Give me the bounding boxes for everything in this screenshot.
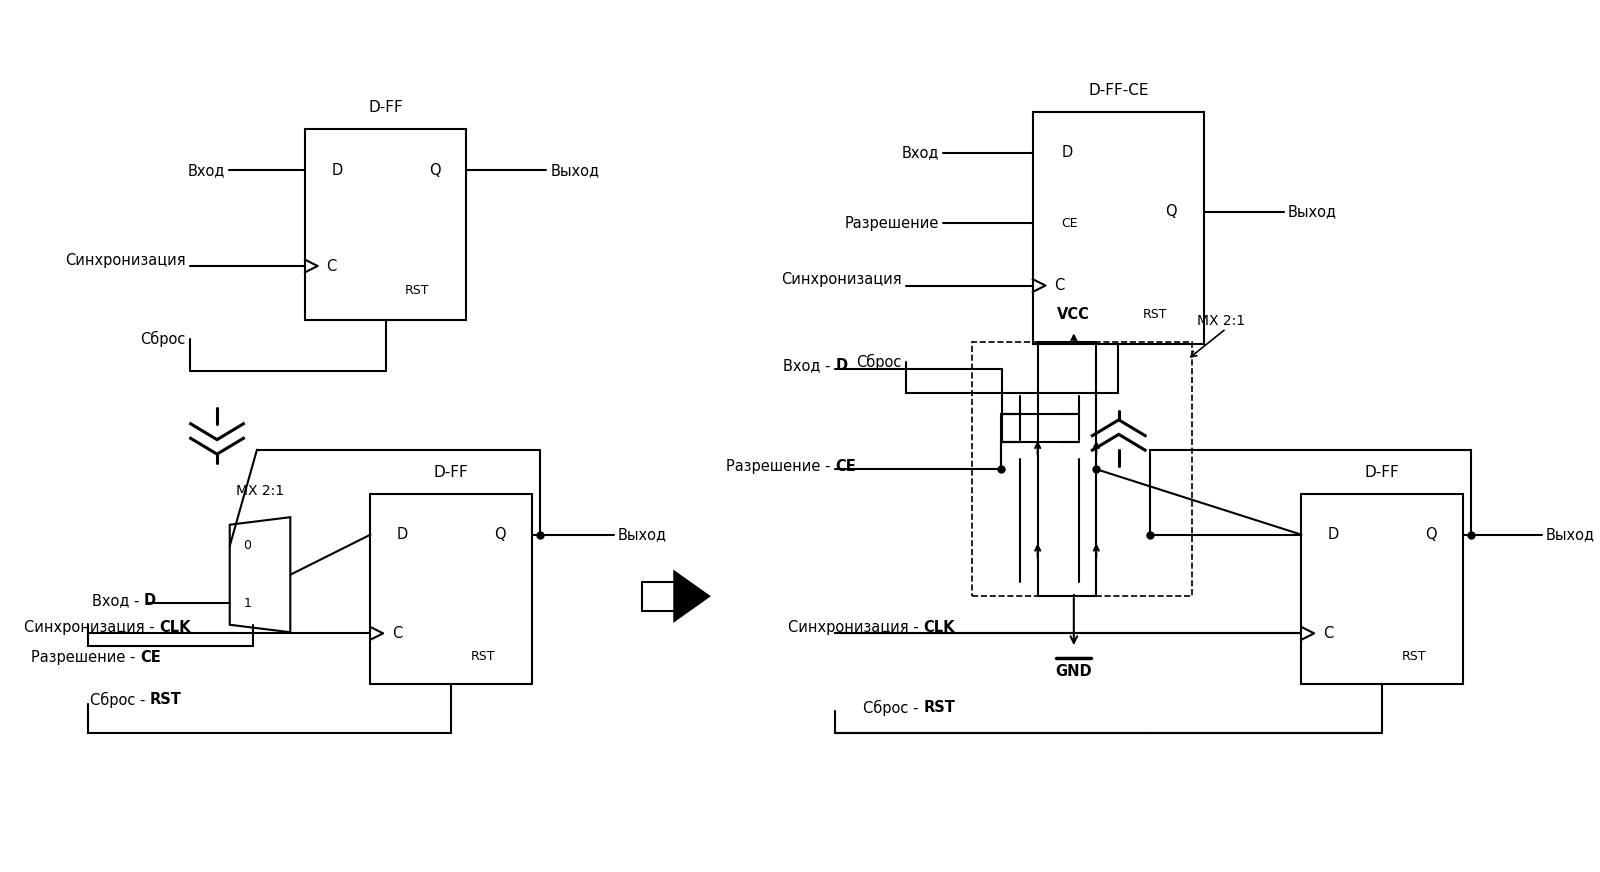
Text: RST: RST bbox=[1142, 309, 1166, 322]
Text: Разрешение: Разрешение bbox=[845, 215, 939, 231]
Text: Выход: Выход bbox=[1546, 528, 1595, 542]
Text: D: D bbox=[1328, 528, 1339, 542]
Text: Разрешение -: Разрешение - bbox=[30, 650, 139, 664]
Text: Q: Q bbox=[1426, 528, 1437, 542]
Text: Сброс -: Сброс - bbox=[864, 699, 923, 716]
Text: Выход: Выход bbox=[618, 528, 667, 542]
Text: D: D bbox=[1061, 145, 1072, 160]
Text: RST: RST bbox=[470, 651, 494, 664]
Text: 0: 0 bbox=[243, 540, 251, 553]
Text: Выход: Выход bbox=[550, 163, 598, 178]
Text: D: D bbox=[144, 593, 155, 608]
Text: CLK: CLK bbox=[923, 620, 955, 635]
Text: D: D bbox=[835, 358, 848, 373]
Text: Q: Q bbox=[429, 163, 440, 178]
Text: Синхронизация -: Синхронизация - bbox=[789, 620, 923, 635]
Text: Сброс -: Сброс - bbox=[90, 691, 150, 708]
Text: Вход -: Вход - bbox=[91, 593, 144, 608]
Text: C: C bbox=[326, 258, 336, 274]
Text: RST: RST bbox=[923, 700, 955, 715]
Text: D: D bbox=[397, 528, 408, 542]
Text: VCC: VCC bbox=[1058, 307, 1090, 323]
Text: GND: GND bbox=[1056, 664, 1093, 679]
Text: D: D bbox=[331, 163, 342, 178]
Text: Синхронизация: Синхронизация bbox=[781, 272, 902, 287]
Text: D-FF-CE: D-FF-CE bbox=[1088, 83, 1149, 98]
Text: C: C bbox=[1054, 278, 1064, 293]
Text: Выход: Выход bbox=[1288, 204, 1336, 219]
Text: Вход: Вход bbox=[187, 163, 226, 178]
Text: Сброс: Сброс bbox=[141, 331, 186, 347]
Text: D-FF: D-FF bbox=[368, 100, 403, 115]
Text: Сброс: Сброс bbox=[856, 354, 902, 370]
Text: C: C bbox=[1323, 626, 1333, 641]
Text: Синхронизация -: Синхронизация - bbox=[24, 620, 160, 635]
Text: Синхронизация: Синхронизация bbox=[66, 253, 186, 268]
Text: RST: RST bbox=[1402, 651, 1426, 664]
Text: CE: CE bbox=[1062, 217, 1078, 229]
Text: Q: Q bbox=[494, 528, 506, 542]
Text: Разрешение -: Разрешение - bbox=[726, 459, 835, 473]
Text: Q: Q bbox=[1165, 204, 1176, 219]
Text: 1: 1 bbox=[243, 597, 251, 610]
Text: C: C bbox=[392, 626, 402, 641]
Text: RST: RST bbox=[405, 284, 429, 297]
Text: CE: CE bbox=[835, 459, 856, 473]
Text: MX 2:1: MX 2:1 bbox=[235, 484, 285, 498]
Text: Вход -: Вход - bbox=[784, 358, 835, 373]
Text: D-FF: D-FF bbox=[434, 465, 469, 480]
Text: RST: RST bbox=[150, 692, 181, 707]
Polygon shape bbox=[674, 569, 710, 623]
Text: MX 2:1: MX 2:1 bbox=[1197, 314, 1245, 328]
Text: Вход: Вход bbox=[902, 145, 939, 160]
Text: D-FF: D-FF bbox=[1365, 465, 1400, 480]
Text: CE: CE bbox=[139, 650, 160, 664]
Text: CLK: CLK bbox=[160, 620, 190, 635]
